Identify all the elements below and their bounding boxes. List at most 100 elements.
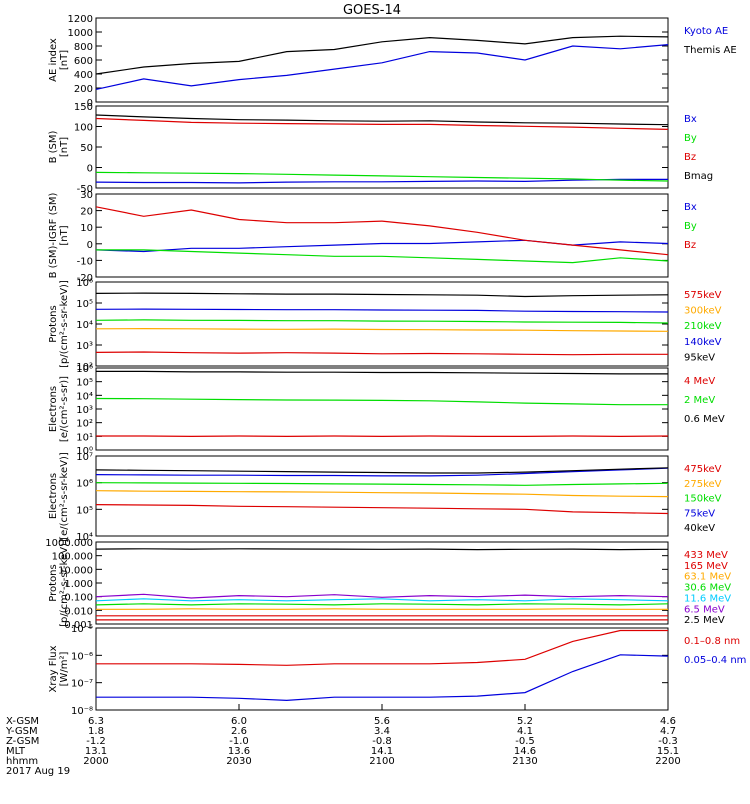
legend-entry-protons: 300keV bbox=[684, 306, 722, 317]
ylabel-line2: [p/(cm²-s-sr-keV)] bbox=[59, 280, 70, 368]
xaxis-value: 2100 bbox=[369, 756, 394, 767]
legend-entry-ae: Kyoto AE bbox=[684, 26, 728, 37]
ytick-label-electronsLow: 10⁷ bbox=[76, 452, 93, 463]
ytick-label-xray: 10⁻⁵ bbox=[71, 624, 93, 635]
series-line-electronsLow bbox=[96, 491, 668, 497]
ytick-label-bsm: 50 bbox=[80, 143, 93, 154]
ylabel-line1: AE index bbox=[48, 38, 59, 82]
ytick-label-ae: 600 bbox=[74, 56, 93, 67]
series-line-electronsHigh bbox=[96, 371, 668, 374]
legend-entry-electronsHigh: 4 MeV bbox=[684, 376, 715, 387]
ytick-label-bigrf: 20 bbox=[80, 207, 93, 218]
series-line-protons bbox=[96, 320, 668, 323]
legend-entry-protons: 210keV bbox=[684, 321, 722, 332]
ytick-label-bsm: 150 bbox=[74, 102, 93, 113]
xaxis-value: 2130 bbox=[512, 756, 537, 767]
ylabel-line2: [W/m²] bbox=[59, 651, 70, 686]
ylabel-line2: [nT] bbox=[59, 50, 70, 70]
ytick-label-electronsLow: 10⁵ bbox=[76, 505, 93, 516]
legend-entry-protonsHigh: 6.5 MeV bbox=[684, 604, 725, 615]
ylabel-line2: [p/(cm²-s-sr-keV)] bbox=[59, 539, 70, 627]
ylabel-electronsHigh: Electrons[e/(cm²-s-sr)] bbox=[48, 376, 70, 442]
legend-entry-bigrf: Bx bbox=[684, 202, 697, 213]
ytick-label-electronsHigh: 10⁴ bbox=[76, 391, 93, 402]
ylabel-bigrf: B (SM)-IGRF (SM)[nT] bbox=[48, 193, 70, 279]
legend-entry-electronsLow: 475keV bbox=[684, 464, 722, 475]
ylabel-protons: Protons[p/(cm²-s-sr-keV)] bbox=[48, 280, 70, 368]
ytick-label-electronsHigh: 10¹ bbox=[76, 432, 93, 443]
ytick-label-ae: 200 bbox=[74, 84, 93, 95]
series-line-electronsLow bbox=[96, 468, 668, 473]
series-line-bsm bbox=[96, 115, 668, 125]
ytick-label-electronsHigh: 10⁵ bbox=[76, 378, 93, 389]
legend-entry-bsm: Bz bbox=[684, 152, 696, 163]
series-line-protonsHigh bbox=[96, 599, 668, 601]
panel-frame-ae bbox=[96, 18, 668, 102]
series-line-protons bbox=[96, 352, 668, 355]
ylabel-bsm: B (SM)[nT] bbox=[48, 130, 70, 163]
ytick-label-bsm: 0 bbox=[87, 164, 93, 175]
panel-frame-bigrf bbox=[96, 194, 668, 277]
series-line-xray bbox=[96, 655, 668, 701]
ytick-label-bigrf: 0 bbox=[87, 240, 93, 251]
legend-entry-electronsHigh: 2 MeV bbox=[684, 395, 715, 406]
series-line-protonsHigh bbox=[96, 549, 668, 550]
ylabel-line2: [nT] bbox=[59, 137, 70, 157]
series-line-bsm bbox=[96, 172, 668, 181]
series-line-protons bbox=[96, 309, 668, 312]
ytick-label-electronsLow: 10⁶ bbox=[76, 479, 93, 490]
ylabel-line1: Electrons bbox=[48, 473, 59, 519]
ylabel-line2: [nT] bbox=[59, 225, 70, 245]
series-line-protonsHigh bbox=[96, 594, 668, 598]
ylabel-line1: B (SM) bbox=[48, 130, 59, 163]
ytick-label-protons: 10⁶ bbox=[76, 278, 93, 289]
legend-entry-electronsLow: 275keV bbox=[684, 479, 722, 490]
xaxis-value: 2200 bbox=[655, 756, 680, 767]
series-line-protons bbox=[96, 329, 668, 332]
legend-entry-protonsHigh: 165 MeV bbox=[684, 561, 728, 572]
legend-entry-electronsLow: 40keV bbox=[684, 523, 715, 534]
chart-title: GOES-14 bbox=[343, 3, 401, 18]
ytick-label-ae: 1000 bbox=[68, 28, 93, 39]
ylabel-line1: Xray Flux bbox=[48, 645, 59, 692]
legend-entry-protons: 95keV bbox=[684, 352, 715, 363]
series-line-ae bbox=[96, 45, 668, 90]
series-line-protonsHigh bbox=[96, 609, 668, 610]
ytick-label-protons: 10⁴ bbox=[76, 320, 93, 331]
ytick-label-electronsHigh: 10² bbox=[76, 419, 93, 430]
ytick-label-protons: 10³ bbox=[76, 341, 93, 352]
series-line-protons bbox=[96, 293, 668, 296]
legend-entry-protons: 140keV bbox=[684, 337, 722, 348]
legend-entry-protonsHigh: 11.6 MeV bbox=[684, 593, 731, 604]
series-line-xray bbox=[96, 631, 668, 666]
ytick-label-ae: 400 bbox=[74, 70, 93, 81]
ylabel-line1: Protons bbox=[48, 305, 59, 342]
ytick-label-electronsHigh: 10⁶ bbox=[76, 364, 93, 375]
series-line-electronsLow bbox=[96, 483, 668, 486]
legend-entry-protons: 575keV bbox=[684, 290, 722, 301]
series-line-ae bbox=[96, 36, 668, 74]
ytick-label-xray: 10⁻⁶ bbox=[71, 651, 93, 662]
ytick-label-bigrf: 10 bbox=[80, 223, 93, 234]
legend-entry-protonsHigh: 2.5 MeV bbox=[684, 615, 725, 626]
legend-entry-electronsLow: 150keV bbox=[684, 494, 722, 505]
panel-frame-protonsHigh bbox=[96, 542, 668, 624]
ylabel-line1: B (SM)-IGRF (SM) bbox=[48, 193, 59, 279]
legend-entry-bigrf: By bbox=[684, 221, 697, 232]
legend-entry-electronsHigh: 0.6 MeV bbox=[684, 414, 725, 425]
series-line-electronsLow bbox=[96, 505, 668, 514]
ylabel-ae: AE index[nT] bbox=[48, 38, 70, 82]
ytick-label-ae: 800 bbox=[74, 42, 93, 53]
ytick-label-bigrf: -10 bbox=[77, 256, 93, 267]
xaxis-value: 2000 bbox=[83, 756, 108, 767]
ytick-label-electronsHigh: 10³ bbox=[76, 405, 93, 416]
ylabel-line1: Protons bbox=[48, 564, 59, 601]
ytick-label-xray: 10⁻⁷ bbox=[71, 679, 93, 690]
series-line-bsm bbox=[96, 179, 668, 183]
series-line-bigrf bbox=[96, 207, 668, 255]
ytick-label-bigrf: 30 bbox=[80, 190, 93, 201]
legend-entry-bigrf: Bz bbox=[684, 240, 696, 251]
legend-entry-ae: Themis AE bbox=[683, 45, 737, 56]
ytick-label-protons: 10⁵ bbox=[76, 299, 93, 310]
